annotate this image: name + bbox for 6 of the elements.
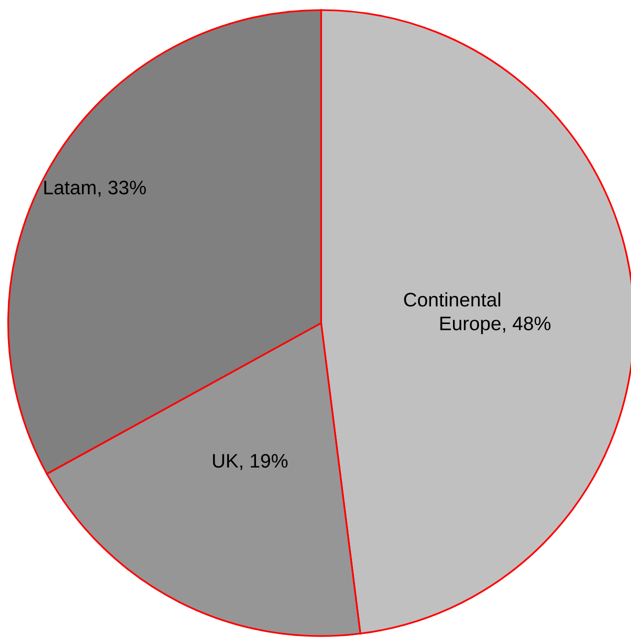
data-label: , 19%: [240, 454, 288, 470]
data-label: , 33%: [98, 180, 146, 197]
slice-label: Latam: [44, 180, 96, 194]
slice-label: Continental Europe: [404, 292, 501, 334]
slice-label: UK: [213, 454, 238, 468]
data-label: , 48%: [503, 316, 550, 333]
